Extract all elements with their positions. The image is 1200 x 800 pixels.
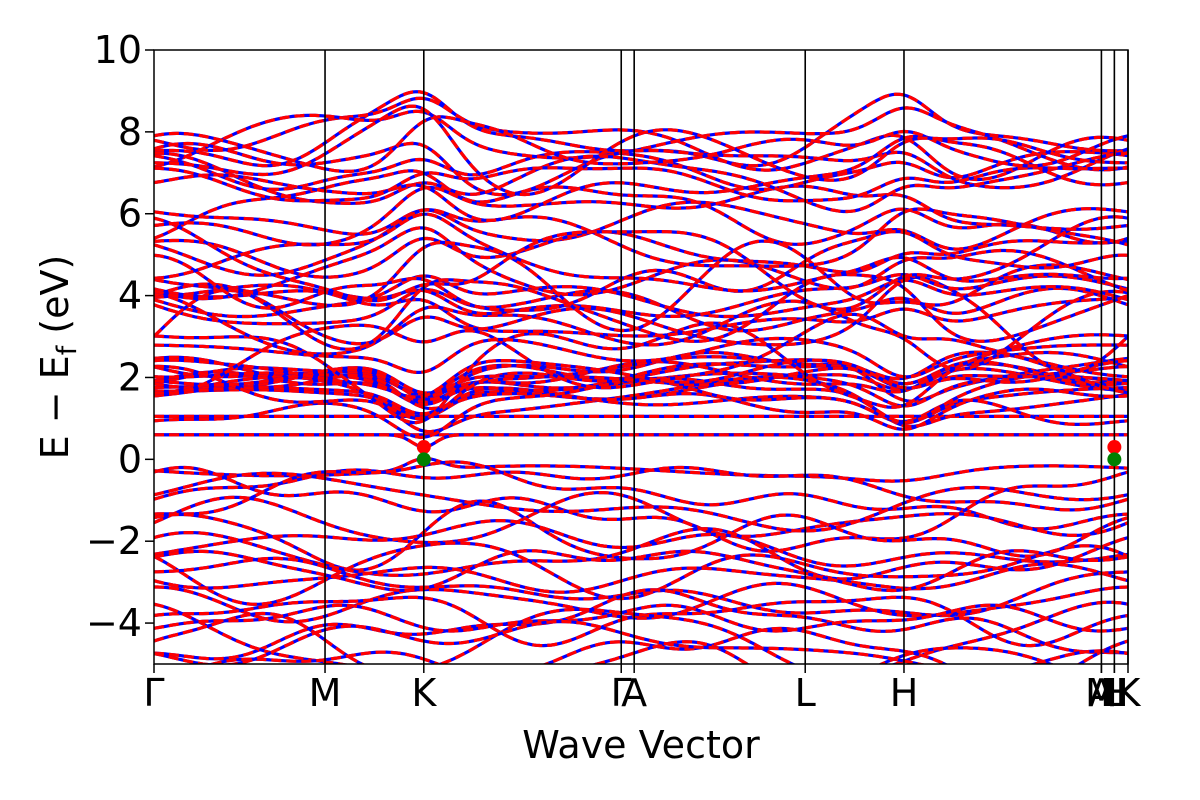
band-line-solid (154, 465, 1128, 512)
x-tick-label: M (309, 671, 342, 715)
band-line-dashed (154, 350, 1128, 407)
band-line-dashed (206, 640, 1055, 664)
x-tick-label: M (1085, 671, 1118, 715)
band-line-dashed (154, 150, 1128, 191)
x-tick-label: A (1088, 671, 1114, 715)
band-line-dashed (154, 229, 1128, 312)
band-line-dashed (154, 619, 1128, 664)
band-line-dashed (154, 518, 1128, 568)
x-tick-label: L (1104, 671, 1125, 715)
band-line-dashed (154, 200, 1128, 251)
x-tick-label: K (411, 671, 437, 715)
band-lines (154, 90, 1128, 664)
band-edge-markers (416, 440, 1122, 467)
y-axis-label: E − Ef (eV) (33, 255, 83, 460)
band-line-dashed (154, 588, 1128, 661)
y-tick-label: 0 (118, 437, 142, 481)
band-line-dashed (154, 207, 1128, 277)
band-line-dashed (154, 134, 1128, 222)
x-tick-label: H (890, 671, 919, 715)
x-tick-label: A (621, 671, 647, 715)
y-tick-label: 2 (118, 355, 142, 399)
band-line-dashed (154, 603, 1128, 633)
y-axis: 10 8 6 4 2 0 −2 −4 (86, 28, 154, 645)
x-tick-label: K (1116, 671, 1142, 715)
band-line-dashed (154, 358, 1128, 399)
band-edge-marker (416, 440, 431, 455)
y-tick-label: 8 (118, 110, 142, 154)
band-line-dashed (154, 96, 1128, 182)
band-line-dashed (154, 283, 1128, 338)
band-line-solid (154, 239, 1128, 333)
band-line-dashed (154, 456, 1128, 483)
band-edge-marker (1107, 440, 1122, 455)
x-axis-label: Wave Vector (522, 723, 760, 767)
y-tick-label: 4 (118, 274, 142, 318)
band-line-dashed (154, 336, 1128, 379)
y-tick-label: −4 (86, 601, 142, 645)
band-line-dashed (154, 272, 1128, 351)
band-line-dashed (154, 289, 1128, 371)
band-line-dashed (154, 366, 1128, 395)
plot-frame (153, 49, 1129, 665)
x-tick-label: Γ (143, 671, 164, 715)
band-line-solid (154, 562, 1128, 594)
band-line-dashed (154, 541, 1128, 606)
y-tick-label: −2 (86, 519, 142, 563)
band-line-dashed (154, 433, 1128, 449)
band-line-dashed (154, 184, 1128, 247)
band-line-dashed (154, 275, 1128, 373)
x-tick-label: Γ (611, 671, 632, 715)
band-line-dashed (154, 491, 1128, 545)
band-line-dashed (154, 581, 1128, 624)
band-line-dashed (154, 373, 1128, 431)
band-line-dashed (154, 471, 1128, 533)
band-line-dashed (154, 104, 1128, 197)
band-line-dashed (154, 106, 1128, 172)
band-line-dashed (154, 465, 1128, 553)
y-tick-label: 6 (118, 192, 142, 236)
band-line-dashed (154, 230, 1128, 279)
band-line-dashed (154, 272, 1128, 318)
band-line-dashed (154, 375, 1128, 434)
band-line-dashed (154, 226, 1128, 301)
band-line-dashed (154, 499, 1128, 572)
band-line-dashed (154, 378, 1128, 439)
band-line-dashed (154, 549, 1128, 593)
band-line-dashed (154, 115, 1128, 173)
band-line-dashed (154, 312, 1128, 395)
band-line-solid (154, 556, 1128, 618)
x-tick-label: H (1100, 671, 1129, 715)
band-line-dashed (154, 364, 1128, 424)
band-line-dashed (154, 166, 1128, 203)
band-edge-marker (416, 452, 431, 467)
band-line-dashed (154, 141, 1128, 197)
band-edge-marker (1107, 452, 1122, 467)
band-line-dashed (154, 286, 1128, 333)
band-line-dashed (154, 215, 1128, 312)
y-tick-label: 10 (94, 28, 142, 72)
x-tick-label: L (795, 671, 816, 715)
